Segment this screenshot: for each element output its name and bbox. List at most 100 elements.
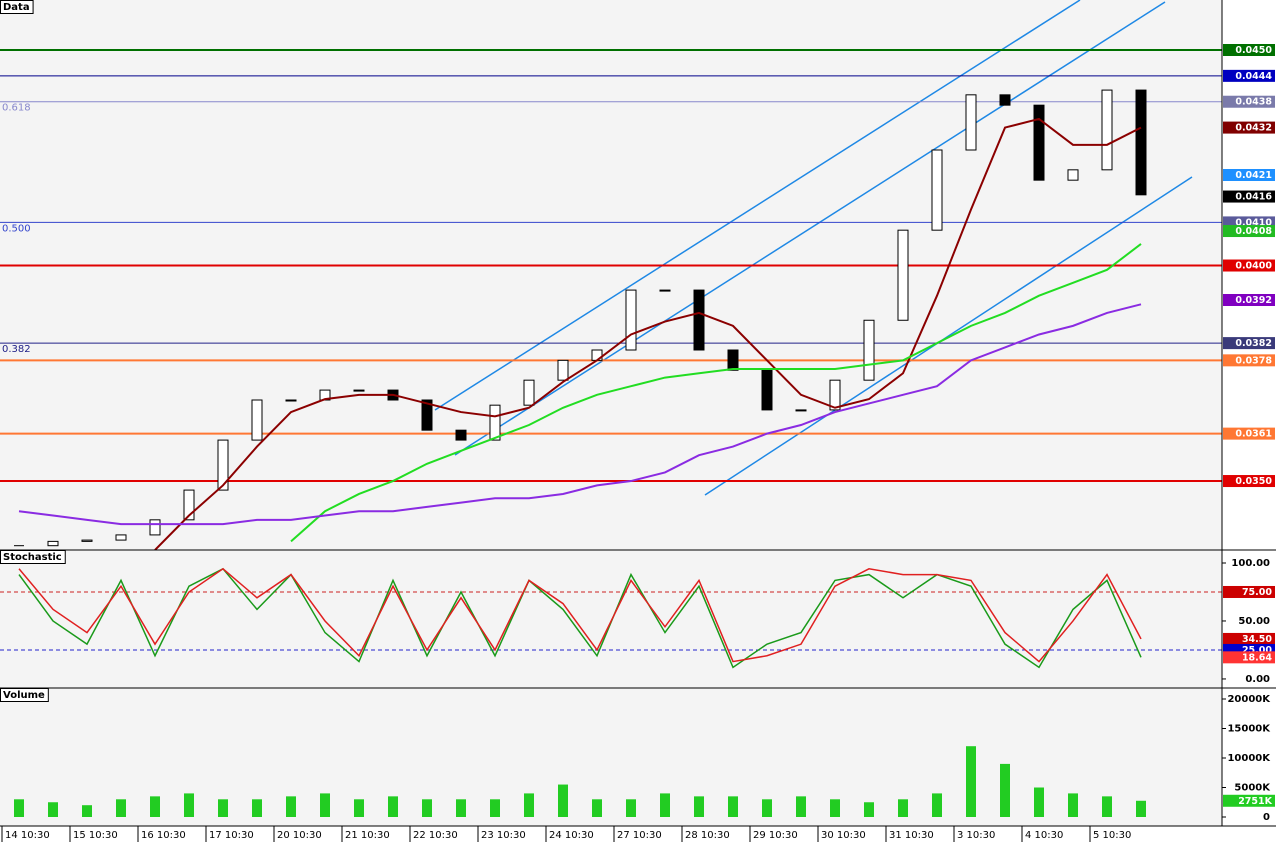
price-tag-label: 25.00 [1242, 645, 1272, 656]
price-tag-label: 2751K [1238, 796, 1272, 807]
y-tick-label: 5000K [1234, 783, 1271, 794]
price-tag [1223, 475, 1275, 488]
x-tick-label: 5 10:30 [1093, 830, 1131, 841]
volume-bar [82, 805, 92, 818]
volume-bar [48, 802, 58, 818]
volume-bar [592, 799, 602, 818]
price-tag [1223, 427, 1275, 440]
channel-line [704, 176, 1193, 496]
panel [0, 567, 1222, 669]
price-tag-label: 0.0416 [1235, 192, 1272, 203]
volume-bar [388, 796, 398, 818]
volume-bar [490, 799, 500, 818]
candle [115, 534, 127, 541]
price-tag-label: 75.00 [1242, 587, 1272, 598]
x-tick-label: 14 10:30 [5, 830, 50, 841]
candle [659, 289, 671, 292]
price-tag-label: 0.0361 [1235, 429, 1272, 440]
panel-title: Volume [3, 690, 45, 701]
candle [183, 489, 195, 521]
price-tag-label: 0.0444 [1235, 71, 1272, 82]
x-tick-label: 3 10:30 [957, 830, 995, 841]
volume-bar [1136, 800, 1146, 818]
y-tick-label: 20000K [1227, 694, 1271, 705]
y-tick-label: 15000K [1227, 723, 1271, 734]
volume-bar [354, 799, 364, 818]
volume-bar [184, 793, 194, 818]
price-tag [1223, 225, 1275, 238]
volume-bar [116, 799, 126, 818]
x-tick-label: 30 10:30 [821, 830, 866, 841]
price-tag [1223, 95, 1275, 108]
candle [47, 540, 59, 547]
y-tick-label: 50.00 [1238, 616, 1270, 627]
candle [217, 439, 229, 491]
candle [1101, 89, 1113, 171]
price-tag [1223, 354, 1275, 367]
volume-bar [1102, 796, 1112, 818]
x-tick-label: 27 10:30 [617, 830, 662, 841]
candle [897, 229, 909, 321]
candle [489, 404, 501, 441]
volume-bar [830, 799, 840, 818]
price-tag-label: 0.0421 [1235, 170, 1272, 181]
panel [0, 49, 1222, 550]
volume-bar [252, 799, 262, 818]
candle [795, 409, 807, 412]
panel-title-box [0, 550, 66, 564]
panel-title-box [0, 688, 49, 702]
price-tag [1223, 337, 1275, 350]
candle [1067, 169, 1079, 181]
x-tick-label: 20 10:30 [277, 830, 322, 841]
price-tag [1223, 44, 1275, 56]
candle [81, 539, 93, 542]
volume-bar [14, 799, 24, 818]
volume-bar [898, 799, 908, 818]
volume-bar [728, 796, 738, 818]
candle [353, 389, 365, 392]
price-tag [1223, 259, 1275, 272]
price-tag [1223, 69, 1275, 82]
moving-average [18, 303, 1142, 526]
x-tick-label: 4 10:30 [1025, 830, 1063, 841]
panel-title: Data [3, 2, 30, 13]
x-tick-label: 23 10:30 [481, 830, 526, 841]
price-tag [1223, 585, 1275, 598]
x-tick-label: 22 10:30 [413, 830, 458, 841]
candle [931, 149, 943, 231]
panel-title: Stochastic [3, 552, 62, 563]
price-tag [1223, 294, 1275, 306]
level-label: 0.500 [2, 223, 31, 234]
volume-bar [966, 746, 976, 818]
candle [625, 289, 637, 351]
moving-average [154, 117, 1142, 550]
volume-bar [218, 799, 228, 818]
candle [761, 369, 773, 411]
x-tick-label: 16 10:30 [141, 830, 186, 841]
price-tag [1223, 794, 1275, 807]
volume-bar [660, 793, 670, 818]
volume-bar [524, 793, 534, 818]
volume-bar [932, 793, 942, 818]
price-tag [1223, 190, 1275, 203]
level-label: 0.618 [2, 103, 31, 114]
price-tag [1223, 632, 1275, 645]
volume-bar [626, 799, 636, 818]
x-tick-label: 29 10:30 [753, 830, 798, 841]
volume-bar [762, 799, 772, 818]
stochastic-line [18, 567, 1142, 663]
candle [557, 359, 569, 381]
channel-line [434, 0, 1081, 411]
x-tick-label: 28 10:30 [685, 830, 730, 841]
candle [965, 94, 977, 151]
price-tag [1223, 121, 1275, 134]
volume-bar [558, 784, 568, 818]
price-tag-label: 0.0432 [1235, 123, 1272, 134]
price-tag [1223, 169, 1275, 181]
volume-bar [320, 793, 330, 818]
volume-bar [864, 802, 874, 818]
candle [1135, 89, 1147, 196]
x-tick-label: 17 10:30 [209, 830, 254, 841]
volume-bar [286, 796, 296, 818]
